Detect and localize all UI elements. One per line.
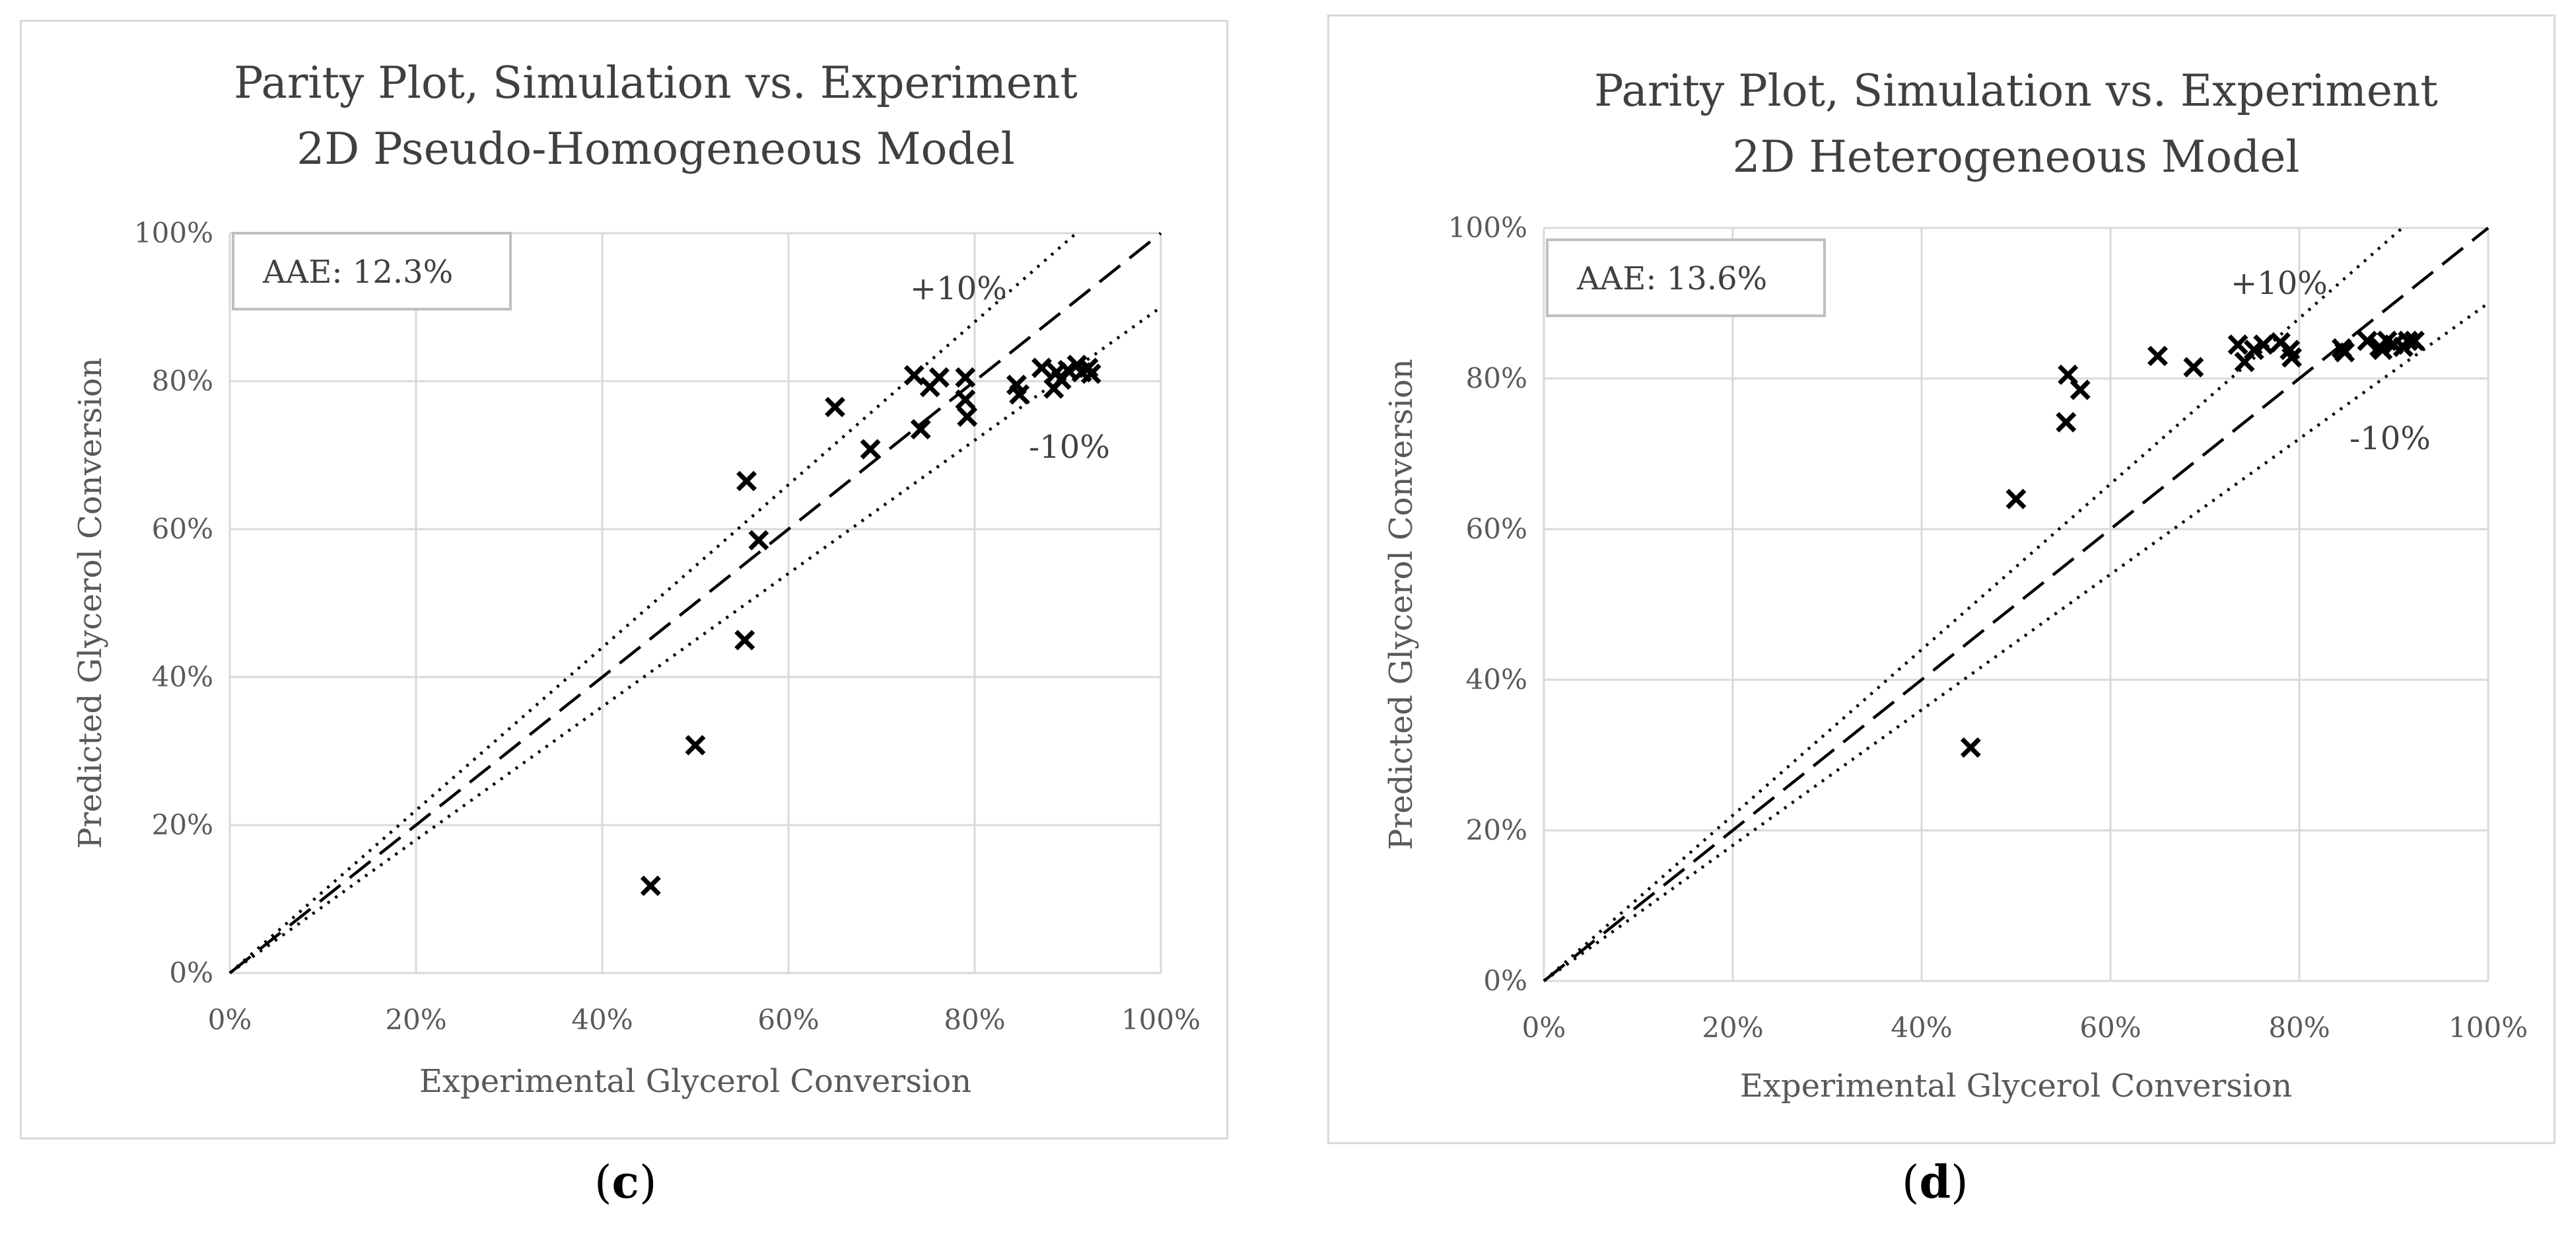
x-axis-label: Experimental Glycerol Conversion <box>1740 1068 2292 1105</box>
x-tick-label: 0% <box>1522 1011 1566 1044</box>
data-point <box>2357 330 2378 351</box>
chart-title-line-2: 2D Pseudo-Homogeneous Model <box>296 124 1015 174</box>
data-point <box>860 439 881 460</box>
data-point <box>2183 357 2204 378</box>
data-point <box>734 630 755 651</box>
data-point <box>910 419 931 440</box>
x-tick-label: 80% <box>944 1003 1005 1036</box>
data-point <box>685 735 706 756</box>
upper-band-line <box>228 232 1078 974</box>
data-point <box>2253 334 2274 355</box>
parity-plot-c: Parity Plot, Simulation vs. Experiment 2D… <box>72 57 1201 1100</box>
aae-annotation-box <box>232 232 512 310</box>
chart-title-line-1: Parity Plot, Simulation vs. Experiment <box>1594 65 2438 116</box>
data-point <box>1080 363 1101 384</box>
x-tick-label: 40% <box>571 1003 633 1036</box>
data-point <box>736 470 757 491</box>
data-point <box>957 406 978 427</box>
x-tick-label: 20% <box>385 1003 446 1036</box>
data-point <box>955 367 976 388</box>
chart-title-line-1: Parity Plot, Simulation vs. Experiment <box>234 57 1078 108</box>
data-point <box>903 365 924 386</box>
chart-panel-c: Parity Plot, Simulation vs. Experiment 2D… <box>20 20 1228 1140</box>
data-point <box>2227 334 2248 355</box>
data-point <box>2070 379 2091 400</box>
data-point <box>2404 330 2425 351</box>
data-point <box>2334 342 2355 363</box>
x-tick-label: 60% <box>2079 1011 2141 1044</box>
chart-title-line-2: 2D Heterogeneous Model <box>1732 131 2299 182</box>
parity-plot-d: Parity Plot, Simulation vs. Experiment 2D… <box>1383 65 2528 1105</box>
panel-caption-d: (d) <box>1902 1156 1968 1209</box>
x-tick-label: 40% <box>1891 1011 1952 1044</box>
y-tick-label: 80% <box>1466 362 1527 394</box>
parity-line <box>228 232 1162 974</box>
y-tick-label: 40% <box>1466 663 1527 696</box>
x-tick-label: 100% <box>1121 1003 1201 1036</box>
y-tick-label: 0% <box>1483 964 1527 997</box>
y-axis-label: Predicted Glycerol Conversion <box>72 357 109 849</box>
y-tick-label: 100% <box>1448 211 1527 244</box>
data-point <box>928 367 950 388</box>
data-point <box>1031 357 1052 379</box>
y-tick-label: 20% <box>1466 814 1527 846</box>
lower-band-line <box>1543 302 2489 982</box>
data-point <box>2147 345 2168 367</box>
x-tick-label: 60% <box>757 1003 819 1036</box>
y-tick-label: 40% <box>152 661 213 693</box>
y-tick-label: 80% <box>152 365 213 397</box>
y-axis-label: Predicted Glycerol Conversion <box>1383 359 1420 850</box>
y-tick-label: 100% <box>134 217 213 249</box>
data-point <box>748 530 769 551</box>
aae-annotation-text: AAE: 13.6% <box>1576 260 1767 297</box>
data-point <box>825 396 845 417</box>
lower-band-label: -10% <box>2350 420 2431 457</box>
x-tick-label: 100% <box>2449 1011 2528 1044</box>
y-tick-label: 0% <box>169 957 213 989</box>
upper-band-line <box>1543 227 2404 982</box>
x-tick-label: 0% <box>208 1003 252 1036</box>
data-point <box>955 389 976 410</box>
x-axis-label: Experimental Glycerol Conversion <box>419 1063 971 1100</box>
parity-line <box>1543 227 2489 982</box>
x-tick-label: 20% <box>1702 1011 1763 1044</box>
chart-panel-d: Parity Plot, Simulation vs. Experiment 2D… <box>1327 15 2556 1144</box>
y-tick-label: 20% <box>152 809 213 841</box>
aae-annotation-text: AAE: 12.3% <box>262 254 453 291</box>
upper-band-label: +10% <box>2231 265 2328 302</box>
data-point <box>2056 412 2077 433</box>
data-point <box>2281 347 2303 368</box>
data-point <box>1960 737 1981 758</box>
y-tick-label: 60% <box>152 513 213 545</box>
lower-band-label: -10% <box>1029 429 1110 466</box>
data-point <box>2005 488 2027 509</box>
data-point <box>1009 384 1030 405</box>
upper-band-label: +10% <box>910 270 1007 307</box>
lower-band-line <box>228 306 1162 974</box>
data-point <box>640 875 661 896</box>
data-point <box>2397 330 2418 351</box>
y-tick-label: 60% <box>1466 513 1527 545</box>
x-tick-label: 80% <box>2268 1011 2330 1044</box>
panel-caption-c: (c) <box>594 1156 657 1209</box>
aae-annotation-box <box>1546 238 1826 317</box>
